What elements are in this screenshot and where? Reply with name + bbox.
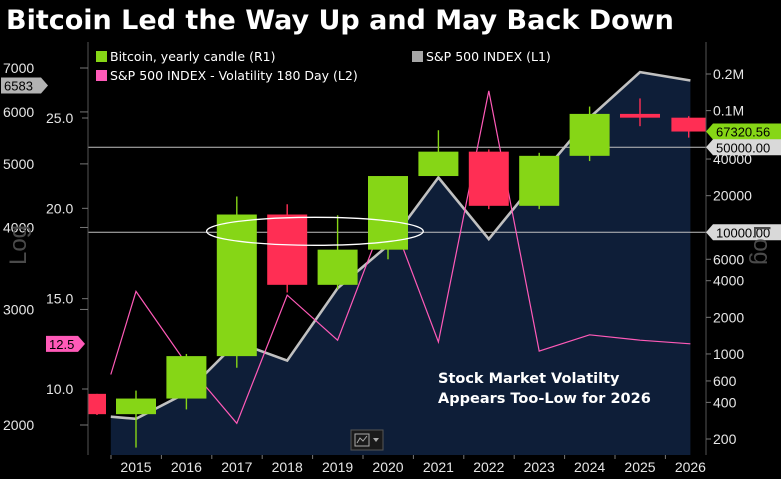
line-chart-icon [354, 433, 370, 447]
x-tick-label-2019: 2019 [322, 459, 353, 475]
candle-body [216, 214, 257, 357]
candle-body [368, 176, 408, 250]
x-tick-label-2024: 2024 [574, 459, 605, 475]
x-tick-label-2021: 2021 [423, 459, 454, 475]
bitcoin-candle-2015 [116, 390, 156, 448]
highlight-ellipse [205, 216, 424, 246]
candle-body [569, 113, 610, 156]
bitcoin-candle-2023 [519, 152, 560, 210]
bitcoin-candle-partial [88, 393, 106, 415]
bitcoin-candle-2016 [166, 353, 207, 410]
r1-tick-label: 400 [713, 394, 737, 410]
l1-tick-label: 5000 [3, 156, 34, 172]
badge-shape [706, 123, 781, 140]
chart-title: Bitcoin Led the Way Up and May Back Down [6, 5, 674, 36]
l1-tick-label: 2000 [3, 417, 34, 433]
l2-tick-label: 15.0 [46, 291, 73, 307]
badge-shape [46, 335, 85, 352]
r1-tick-label: 0.1M [713, 103, 744, 119]
bitcoin-candle-2025 [620, 98, 660, 127]
x-tick-label-2016: 2016 [171, 459, 202, 475]
spx-last-value-badge: 6583 [1, 77, 48, 94]
badge-shape [706, 139, 781, 156]
candle-body [267, 214, 308, 285]
candle-body [88, 393, 106, 415]
x-tick-label-2025: 2025 [624, 459, 655, 475]
x-tick-label-2020: 2020 [372, 459, 403, 475]
x-tick-label-2023: 2023 [524, 459, 555, 475]
left-axis-title: Log [5, 225, 32, 265]
chevron-down-icon [373, 438, 379, 442]
candle-body [116, 398, 156, 415]
r1-tick-label: 2000 [713, 309, 744, 325]
l2-tick-label: 10.0 [46, 381, 73, 397]
x-tick-label-2017: 2017 [221, 459, 252, 475]
badge-label: 6583 [4, 79, 33, 94]
candle-body [671, 117, 706, 132]
badge-label: 50000.00 [716, 140, 770, 155]
legend-swatch-spx [412, 51, 423, 62]
badge-label: 10000.00 [716, 225, 770, 240]
candle-body [317, 249, 358, 285]
badge-shape [1, 77, 48, 94]
l1-tick-label: 7000 [3, 60, 34, 76]
legend-swatch-volatility [96, 70, 107, 81]
candle-body [519, 155, 560, 206]
legend-label-volatility: S&P 500 INDEX - Volatility 180 Day (L2) [110, 68, 358, 83]
reference-line-badge-1: 10000.00 [706, 224, 781, 241]
r1-tick-label: 6000 [713, 251, 744, 267]
bitcoin-candle-2022 [468, 149, 509, 210]
x-tick-label-2018: 2018 [272, 459, 303, 475]
badge-label: 67320.56 [716, 125, 770, 140]
r1-tick-label: 1000 [713, 346, 744, 362]
chart-type-button[interactable] [350, 429, 384, 451]
candle-body [620, 113, 660, 118]
candle-body [418, 151, 459, 177]
bitcoin-last-value-badge: 67320.56 [706, 123, 781, 140]
annotation-line-1: Stock Market Volatilty [438, 371, 620, 387]
x-tick-label-2015: 2015 [120, 459, 151, 475]
candle-body [468, 151, 509, 206]
r1-tick-label: 200 [713, 431, 737, 447]
r1-tick-label: 600 [713, 373, 737, 389]
spx-area [110, 72, 691, 455]
x-tick-label-2026: 2026 [675, 459, 706, 475]
bitcoin-candle-2020 [368, 176, 408, 260]
bitcoin-candle-2017 [216, 196, 257, 368]
annotation: Stock Market Volatilty Appears Too-Low f… [438, 371, 651, 407]
bitcoin-candle-2021 [418, 130, 459, 177]
volatility-last-value-badge: 12.5 [46, 335, 85, 352]
r1-tick-label: 0.2M [713, 66, 744, 82]
l1-tick-label: 3000 [3, 301, 34, 317]
legend-swatch-bitcoin [96, 51, 107, 62]
bitcoin-candle-2018 [267, 204, 308, 293]
reference-line-badge-0: 50000.00 [706, 139, 781, 156]
bitcoin-candle-2024 [569, 106, 610, 162]
r1-tick-label: 20000 [713, 188, 752, 204]
x-tick-label-2022: 2022 [473, 459, 504, 475]
candle-body [166, 356, 207, 399]
legend-label-spx: S&P 500 INDEX (L1) [426, 49, 551, 64]
l1-tick-label: 6000 [3, 104, 34, 120]
l2-tick-label: 25.0 [46, 110, 73, 126]
r1-tick-label: 4000 [713, 273, 744, 289]
bitcoin-candle-2026 [671, 116, 706, 138]
right-axis-title: Log [748, 225, 775, 265]
legend-label-bitcoin: Bitcoin, yearly candle (R1) [110, 49, 275, 64]
l2-tick-label: 20.0 [46, 200, 73, 216]
l1-tick-label: 4000 [3, 219, 34, 235]
plot-area: 2015 2016 2017 2018 2019 2020 2021 2022 2023 2024… [1, 42, 781, 475]
line-chart-icon-glyph [356, 435, 368, 444]
badge-label: 12.5 [49, 337, 74, 352]
legend: Bitcoin, yearly candle (R1) S&P 500 INDE… [96, 49, 551, 83]
annotation-line-2: Appears Too-Low for 2026 [438, 391, 651, 407]
badge-shape [706, 224, 781, 241]
bitcoin-candle-2019 [317, 215, 358, 290]
